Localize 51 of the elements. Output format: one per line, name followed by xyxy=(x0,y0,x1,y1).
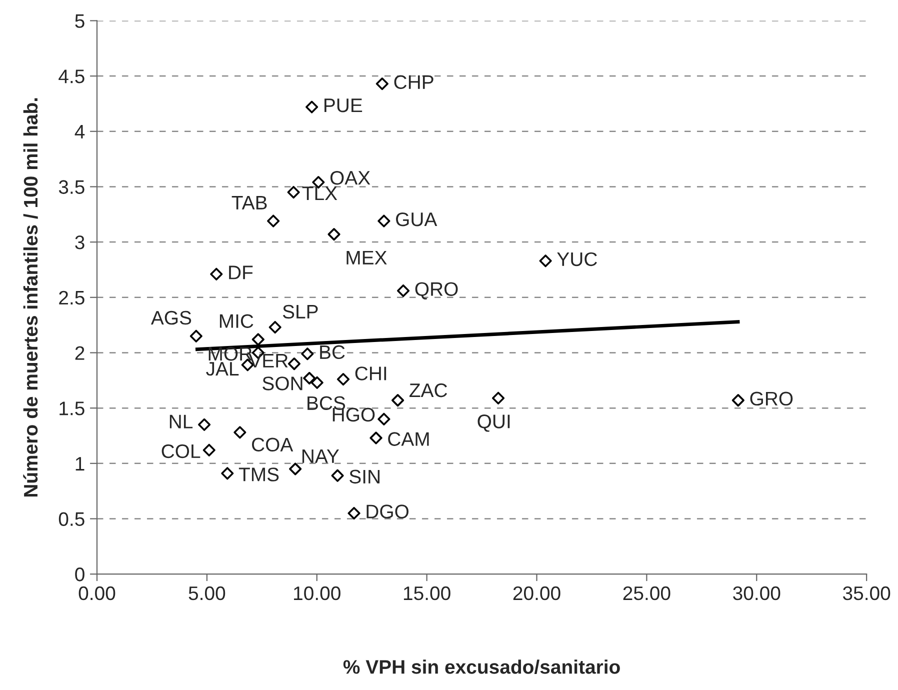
annotation: COL xyxy=(162,444,200,458)
annotation: TAB xyxy=(232,196,267,210)
annotation: TLX xyxy=(302,186,338,200)
annotation: CHP xyxy=(394,75,434,90)
x-tick-label: 10.00 xyxy=(294,586,340,600)
annotation: SON xyxy=(262,376,302,390)
annotation: COA xyxy=(252,438,294,452)
y-tick-label: 3.5 xyxy=(58,180,84,194)
x-tick-label: 20.00 xyxy=(513,586,560,600)
annotation: MIC xyxy=(220,314,254,328)
annotation: OAX xyxy=(330,170,370,185)
y-tick-label: 1 xyxy=(76,457,84,470)
annotation: QUI xyxy=(478,414,510,432)
annotation: BCS xyxy=(308,396,346,410)
annotation: CAM xyxy=(388,432,429,446)
annotation: DGO xyxy=(366,504,408,518)
annotation: NL xyxy=(170,414,193,428)
y-axis-title: Número de muertes infantiles / 100 mil hab. xyxy=(23,98,38,497)
annotation: JAL xyxy=(206,362,239,376)
annotation: GUA xyxy=(396,212,438,226)
annotation: PUE xyxy=(324,98,362,112)
annotation: NAY xyxy=(302,449,339,463)
x-tick-label: 15.00 xyxy=(404,586,450,600)
annotation: MEX xyxy=(346,250,387,264)
annotation: ZAC xyxy=(410,383,448,398)
annotation: AGS xyxy=(150,310,192,325)
y-tick-label: 0 xyxy=(75,568,84,582)
x-tick-label: 30.00 xyxy=(733,586,780,600)
y-tick-label: 5 xyxy=(75,14,84,28)
annotation: HGO xyxy=(332,408,375,422)
y-tick-label: 1.5 xyxy=(60,402,84,416)
annotation: CHI xyxy=(355,366,386,380)
annotation: QRO xyxy=(415,282,458,300)
x-tick-label: 0.00 xyxy=(78,586,116,600)
annotation: SLP xyxy=(282,304,318,319)
annotation: TMS xyxy=(238,468,279,482)
y-tick-label: 3 xyxy=(75,236,84,250)
annotation: GRO xyxy=(750,392,793,406)
y-tick-label: 4 xyxy=(74,125,85,138)
annotation: DF xyxy=(229,266,253,280)
x-tick-label: 5.00 xyxy=(188,586,226,600)
y-tick-label: 2 xyxy=(75,346,84,360)
annotation: BC xyxy=(320,345,345,360)
y-tick-label: 4.5 xyxy=(58,70,84,84)
x-tick-label: 35.00 xyxy=(842,586,890,600)
annotation: SIN xyxy=(350,470,380,484)
x-tick-label: 25.00 xyxy=(623,586,670,600)
y-tick-label: 0.5 xyxy=(58,512,84,526)
x-axis-title: % VPH sin excusado/sanitario xyxy=(343,660,620,674)
annotation: YUC xyxy=(557,252,597,266)
y-tick-label: 2.5 xyxy=(59,290,84,305)
